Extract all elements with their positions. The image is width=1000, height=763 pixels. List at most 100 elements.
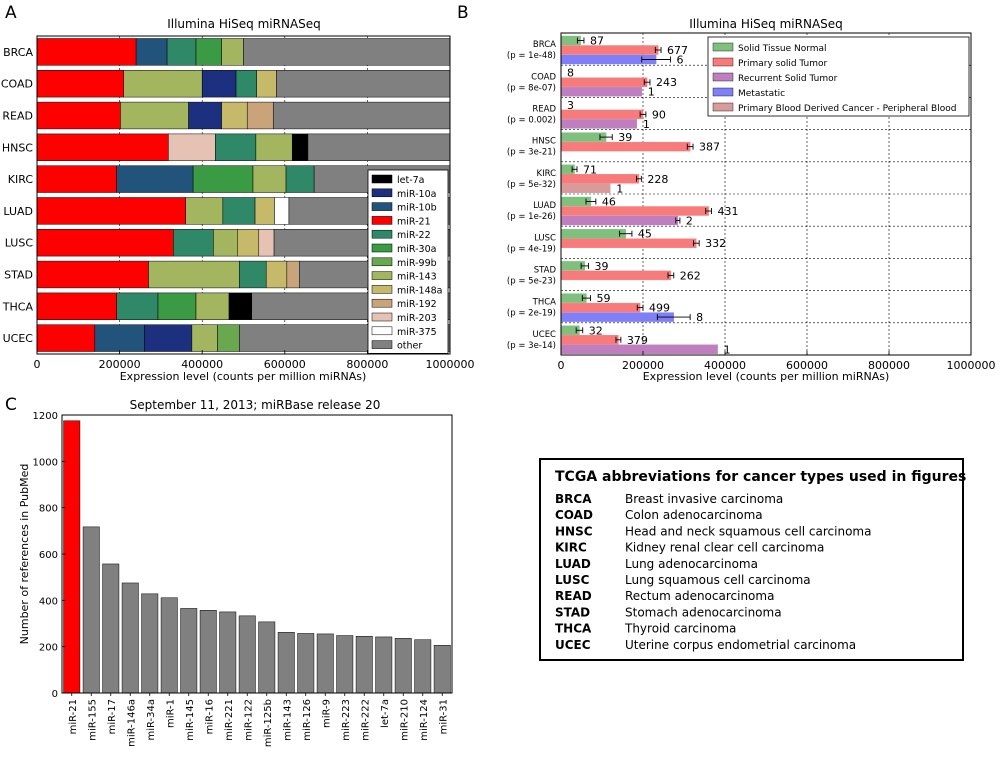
stack-segment-read-mir-21 <box>36 101 121 130</box>
legend-swatch-primary-solid-tumor <box>712 57 734 67</box>
p-value-kirc: (p = 5e-32) <box>507 180 556 190</box>
stack-segment-luad-mir-22 <box>222 197 256 225</box>
category-label-ucec: UCEC <box>533 330 557 340</box>
bar-mir-34a <box>141 593 159 694</box>
stack-segment-coad-mir-10a <box>201 70 237 98</box>
legend-swatch-other <box>371 340 393 349</box>
bar-mir-222 <box>355 635 373 694</box>
stack-segment-kirc-mir-30a <box>192 165 254 193</box>
sample-count-kirc-solid-tissue-normal: 71 <box>583 163 597 176</box>
p-value-thca: (p = 2e-19) <box>507 309 556 319</box>
category-label-mir-21: miR-21 <box>68 699 79 734</box>
category-label-thca: THCA <box>2 300 34 313</box>
abbreviation-table-rows: BRCA Breast invasive carcinoma COAD Colon a… <box>555 492 871 652</box>
legend-swatch-mir-99b <box>371 257 393 267</box>
category-label-luad: LUAD <box>3 205 33 218</box>
sample-count-hnsc-solid-tissue-normal: 39 <box>618 131 632 144</box>
bar-mir-210 <box>394 638 412 694</box>
sample-count-coad-solid-tissue-normal: 8 <box>567 67 574 80</box>
legend-label-recurrent-solid-tumor: Recurrent Solid Tumor <box>738 74 838 84</box>
category-label-lusc: LUSC <box>534 233 556 243</box>
x-tick-label: 1000000 <box>947 359 996 372</box>
category-label-coad: COAD <box>1 78 33 91</box>
panel-c-title: September 11, 2013; miRBase release 20 <box>130 398 381 412</box>
stack-segment-thca-let-7a <box>228 292 253 320</box>
stack-segment-brca-other <box>243 38 451 66</box>
abbreviation-table-title: TCGA abbreviations for cancer types used… <box>555 469 966 485</box>
category-label-coad: COAD <box>531 72 556 82</box>
legend-swatch-primary-blood-derived-cancer-peripheral-blood <box>712 102 734 112</box>
legend-label-other: other <box>397 341 422 352</box>
category-label-mir-222: miR-222 <box>360 699 371 741</box>
sample-count-ucec-solid-tissue-normal: 32 <box>589 324 603 337</box>
legend-swatch-mir-22 <box>371 229 393 239</box>
category-label-lusc: LUSC <box>5 237 34 250</box>
x-tick-label: 600000 <box>786 359 828 372</box>
stack-segment-hnsc-mir-203 <box>168 133 216 161</box>
stack-segment-read-mir-192 <box>246 101 274 130</box>
abbreviation-thca: THCA <box>555 622 592 636</box>
sample-count-read-recurrent-solid-tumor: 1 <box>643 118 650 131</box>
stack-segment-kirc-mir-10b <box>116 165 194 193</box>
stack-segment-hnsc-mir-22 <box>215 133 257 161</box>
bar-ucec-recurrent-solid-tumor <box>560 344 718 354</box>
panel-a-frame <box>36 35 451 355</box>
panel-b-category-labels: BRCA(p = 1e-48) COAD(p = 8e-07) READ(p = 0… <box>507 40 557 351</box>
bar-mir-124 <box>414 639 432 694</box>
x-tick-label: 200000 <box>99 358 141 371</box>
stack-segment-thca-mir-21 <box>36 292 117 320</box>
stack-segment-lusc-mir-143 <box>213 229 238 257</box>
abbreviation-lusc: LUSC <box>555 573 590 587</box>
stack-segment-ucec-mir-10a <box>144 324 193 352</box>
cancer-type-luad: Lung adenocarcinoma <box>625 557 758 571</box>
cancer-type-read: Rectum adenocarcinoma <box>625 589 774 603</box>
legend-swatch-mir-10a <box>371 188 393 198</box>
category-label-mir-146a: miR-146a <box>126 699 137 747</box>
x-tick-label: 800000 <box>346 358 388 371</box>
stack-segment-stad-mir-143 <box>148 260 240 289</box>
bar-coad-primary-solid-tumor <box>560 77 648 87</box>
sample-count-thca-solid-tissue-normal: 59 <box>597 292 611 305</box>
stack-segment-coad-mir-148a <box>256 70 277 98</box>
category-label-mir-143: miR-143 <box>282 699 293 741</box>
stack-segment-read-mir-143 <box>120 101 189 130</box>
panel-a-category-labels: BRCA COAD READ HNSC KIRC LUAD LUSC STAD THCA UCEC <box>1 46 34 345</box>
bar-mir-1 <box>160 597 178 694</box>
abbreviation-table: TCGA abbreviations for cancer types used… <box>539 458 966 661</box>
panel-c-category-labels: miR-21 miR-155 miR-17 miR-146a miR-34a miR-1 m… <box>68 693 449 747</box>
stack-segment-luad-mir-21 <box>36 197 186 225</box>
category-label-mir-34a: miR-34a <box>146 699 157 741</box>
stack-segment-lusc-mir-21 <box>36 229 174 257</box>
legend-swatch-metastatic <box>712 87 734 97</box>
sample-count-luad-primary-solid-tumor: 431 <box>717 205 738 218</box>
abbreviation-stad: STAD <box>555 605 590 619</box>
panel-b: B Illumina HiSeq miRNASeq 87677682431390… <box>457 3 996 383</box>
bar-brca-primary-solid-tumor <box>560 45 659 55</box>
legend-label-solid-tissue-normal: Solid Tissue Normal <box>738 44 827 54</box>
legend-label-mir-21: miR-21 <box>397 216 431 227</box>
abbreviation-luad: LUAD <box>555 557 591 571</box>
category-label-mir-125b: miR-125b <box>263 699 274 747</box>
stack-segment-stad-mir-148a <box>265 260 288 289</box>
p-value-brca: (p = 1e-48) <box>507 51 556 61</box>
stack-segment-ucec-mir-10b <box>94 324 145 352</box>
x-tick-label: 800000 <box>868 359 910 372</box>
category-label-mir-210: miR-210 <box>399 699 410 741</box>
y-tick-label: 0 <box>52 689 58 700</box>
stack-segment-lusc-mir-148a <box>237 229 260 257</box>
panel-b-x-label: Expression level (counts per million miR… <box>643 370 890 383</box>
category-label-hnsc: HNSC <box>2 141 33 154</box>
bar-mir-146a <box>121 582 139 694</box>
stack-segment-kirc-mir-143 <box>252 165 287 193</box>
stack-segment-read-mir-148a <box>221 101 248 130</box>
category-label-brca: BRCA <box>533 40 556 50</box>
panel-c-letter: C <box>5 395 17 415</box>
panel-a-x-label: Expression level (counts per million miR… <box>120 370 367 383</box>
p-value-hnsc: (p = 3e-21) <box>507 148 556 158</box>
stack-segment-brca-mir-21 <box>36 38 137 66</box>
stack-segment-thca-mir-22 <box>116 292 159 320</box>
category-label-mir-17: miR-17 <box>107 699 118 734</box>
category-label-stad: STAD <box>534 266 557 276</box>
x-tick-label: 400000 <box>181 358 223 371</box>
category-label-kirc: KIRC <box>8 173 34 186</box>
